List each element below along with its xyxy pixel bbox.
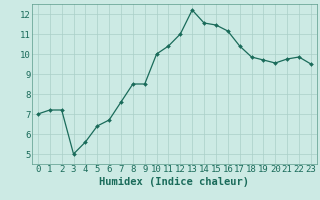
X-axis label: Humidex (Indice chaleur): Humidex (Indice chaleur) <box>100 177 249 187</box>
